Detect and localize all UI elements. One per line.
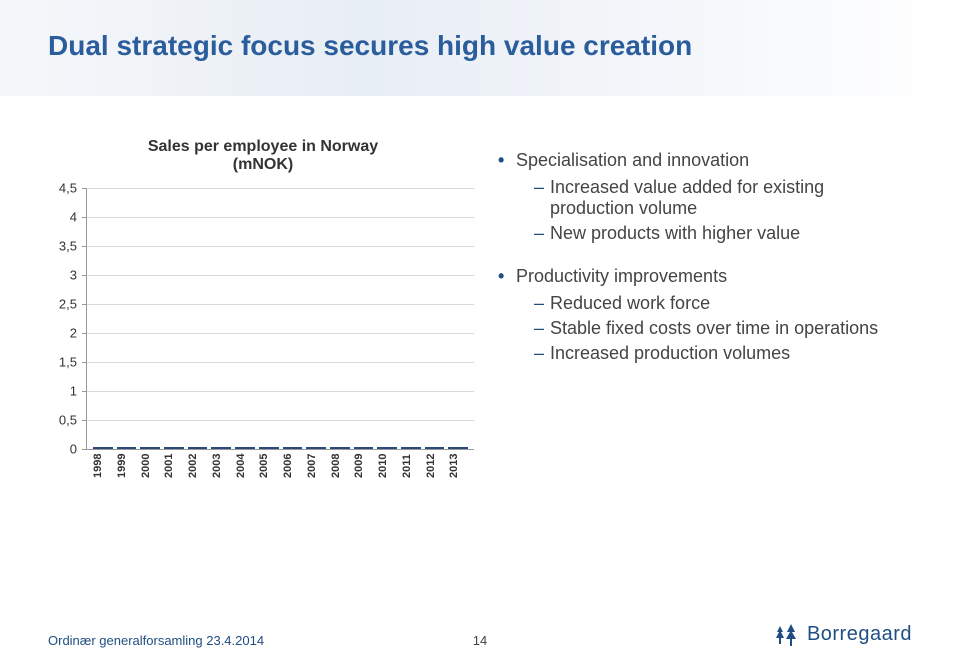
grid-line (87, 362, 474, 363)
y-axis-label: 4 (70, 210, 87, 225)
bar-fill (164, 447, 184, 449)
x-axis-label: 2001 (163, 454, 183, 480)
bar-fill (330, 447, 350, 449)
bar-fill (259, 447, 279, 449)
bullet-l2: Reduced work force (534, 293, 912, 314)
x-axis-label: 2008 (330, 454, 350, 480)
grid-line (87, 275, 474, 276)
bullet-l1: •Specialisation and innovation Increased … (498, 150, 912, 244)
bar-fill (306, 447, 326, 449)
x-axis-label: 2007 (306, 454, 326, 480)
x-axis-label: 2010 (377, 454, 397, 480)
bullet-l2: Increased production volumes (534, 343, 912, 364)
page-title: Dual strategic focus secures high value … (48, 30, 912, 62)
x-axis-label: 2004 (235, 454, 255, 480)
x-axis-label: 2005 (258, 454, 278, 480)
footer-text: Ordinær generalforsamling 23.4.2014 (48, 633, 264, 648)
y-axis-label: 2,5 (59, 297, 87, 312)
y-axis-label: 0,5 (59, 413, 87, 428)
y-axis-label: 2 (70, 326, 87, 341)
bar-fill (401, 447, 421, 449)
grid-line (87, 304, 474, 305)
slide: Dual strategic focus secures high value … (0, 0, 960, 662)
x-axis-label: 2006 (282, 454, 302, 480)
chart-container: Sales per employee in Norway(mNOK) 00,51… (48, 138, 478, 480)
x-axis-label: 2011 (401, 454, 421, 480)
logo-text: Borregaard (807, 623, 912, 646)
bar-fill (188, 447, 208, 449)
bullet-l2: Increased value added for existing produ… (534, 177, 912, 219)
x-axis-label: 2009 (353, 454, 373, 480)
bullets-level1: •Specialisation and innovationIncreased … (498, 150, 912, 364)
grid-line (87, 246, 474, 247)
page-number: 14 (473, 633, 487, 648)
y-axis-label: 4,5 (59, 181, 87, 196)
bar-fill (377, 447, 397, 449)
y-axis-label: 3 (70, 268, 87, 283)
bullet-l2: Stable fixed costs over time in operatio… (534, 318, 912, 339)
bullet-l2: New products with higher value (534, 223, 912, 244)
bar-fill (354, 447, 374, 449)
grid-line (87, 217, 474, 218)
grid-line (87, 333, 474, 334)
y-axis-label: 0 (70, 442, 87, 457)
bullet-dot-icon: • (498, 150, 516, 171)
company-logo: Borregaard (773, 620, 912, 648)
chart-title: Sales per employee in Norway(mNOK) (48, 138, 478, 174)
y-axis-label: 1 (70, 384, 87, 399)
grid-line (87, 188, 474, 189)
y-axis-label: 1,5 (59, 355, 87, 370)
bar-fill (93, 447, 113, 449)
bar-fill (283, 447, 303, 449)
x-axis-labels: 1998199920002001200220032004200520062007… (86, 454, 474, 480)
y-axis-label: 3,5 (59, 239, 87, 254)
bar-fill (117, 447, 137, 449)
bar-fill (425, 447, 445, 449)
bullet-l1-text: Specialisation and innovation (516, 150, 749, 170)
x-axis-label: 2013 (448, 454, 468, 480)
bar-fill (235, 447, 255, 449)
grid-line (87, 420, 474, 421)
x-axis-label: 2012 (425, 454, 445, 480)
x-axis-label: 2003 (211, 454, 231, 480)
trees-icon (773, 620, 801, 648)
bullets-level2: Increased value added for existing produ… (534, 177, 912, 244)
bars-group (87, 188, 474, 449)
bullet-l1: •Productivity improvements Reduced work f… (498, 266, 912, 364)
plot-area: 00,511,522,533,544,5 (86, 188, 474, 450)
x-axis-label: 2000 (140, 454, 160, 480)
bar-fill (211, 447, 231, 449)
content-row: Sales per employee in Norway(mNOK) 00,51… (48, 138, 912, 480)
x-axis-label: 1998 (92, 454, 112, 480)
bar-chart: 00,511,522,533,544,5 1998199920002001200… (48, 180, 478, 480)
bullet-list: •Specialisation and innovationIncreased … (498, 138, 912, 480)
bullet-l1-text: Productivity improvements (516, 266, 727, 286)
bar-fill (140, 447, 160, 449)
bar-fill (448, 447, 468, 449)
bullets-level2: Reduced work force Stable fixed costs ove… (534, 293, 912, 364)
x-axis-label: 2002 (187, 454, 207, 480)
x-axis-label: 1999 (116, 454, 136, 480)
grid-line (87, 391, 474, 392)
bullet-dot-icon: • (498, 266, 516, 287)
